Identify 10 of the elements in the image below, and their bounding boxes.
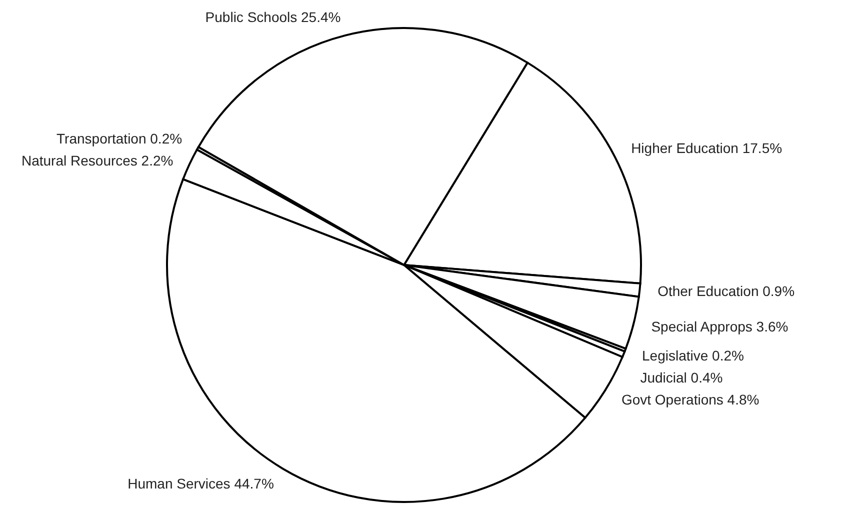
slice-label: Other Education 0.9%: [658, 283, 795, 300]
slice-label: Public Schools 25.4%: [205, 8, 341, 25]
slice-label: Judicial 0.4%: [640, 370, 723, 386]
slice-label: Govt Operations 4.8%: [621, 392, 760, 408]
slice-label: Human Services 44.7%: [128, 475, 274, 492]
slice-label: Legislative 0.2%: [642, 348, 744, 364]
slice-label: Transportation 0.2%: [56, 130, 182, 146]
slice-label: Special Approps 3.6%: [651, 318, 788, 335]
slice-label: Higher Education 17.5%: [631, 140, 782, 156]
slice-label: Natural Resources 2.2%: [21, 152, 174, 168]
